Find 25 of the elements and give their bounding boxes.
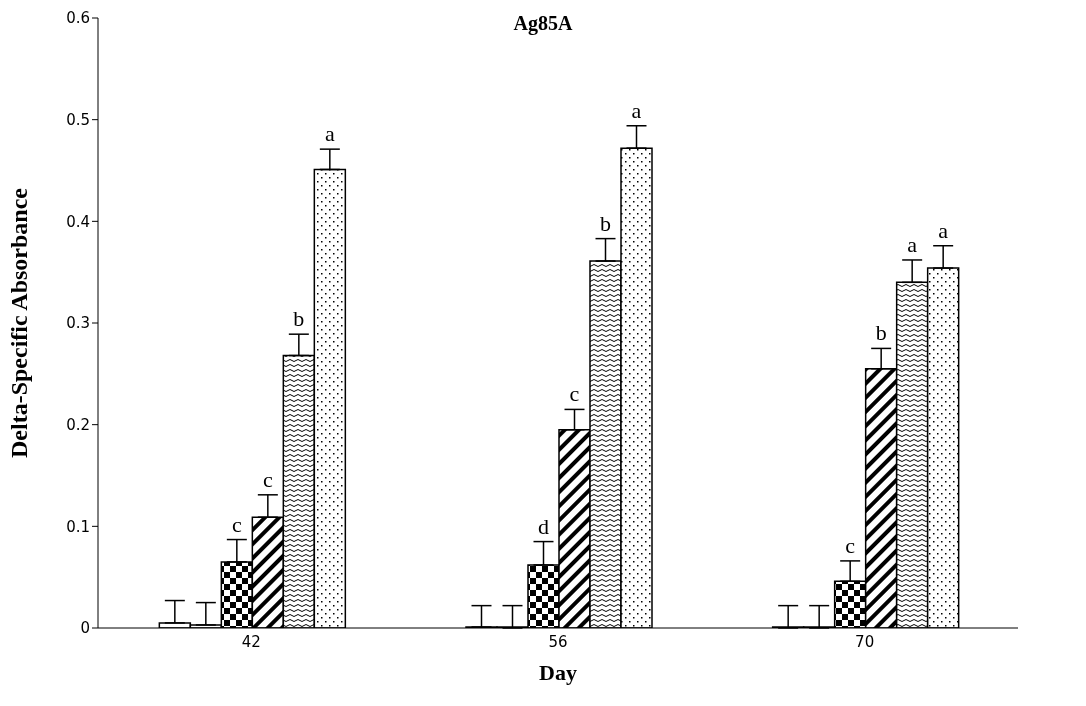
data-label: a xyxy=(324,121,335,147)
data-label: b xyxy=(293,306,305,332)
y-tick-label: 0.3 xyxy=(66,314,90,333)
data-label: d xyxy=(538,513,549,539)
data-label: c xyxy=(569,381,580,407)
data-label: b xyxy=(875,320,887,346)
x-tick-label: 56 xyxy=(548,632,568,651)
data-label: c xyxy=(231,511,242,537)
y-tick-label: 0.2 xyxy=(66,415,90,434)
chart-title: Ag85A xyxy=(513,12,573,34)
data-label: c xyxy=(845,532,856,558)
y-tick-label: 0.6 xyxy=(66,9,90,28)
y-tick-label: 0 xyxy=(80,619,90,638)
data-label: a xyxy=(631,97,642,123)
data-label: c xyxy=(262,466,273,492)
x-tick-label: 42 xyxy=(241,632,261,651)
data-label: a xyxy=(907,231,918,257)
x-tick-label: 70 xyxy=(855,632,875,651)
data-label: a xyxy=(938,217,949,243)
y-tick-label: 0.5 xyxy=(66,110,90,129)
y-axis-title: Delta-Specific Absorbance xyxy=(5,187,32,458)
x-axis-title: Day xyxy=(539,660,577,685)
y-tick-label: 0.4 xyxy=(66,212,90,231)
y-tick-label: 0.1 xyxy=(66,517,90,536)
data-label: b xyxy=(600,210,611,236)
